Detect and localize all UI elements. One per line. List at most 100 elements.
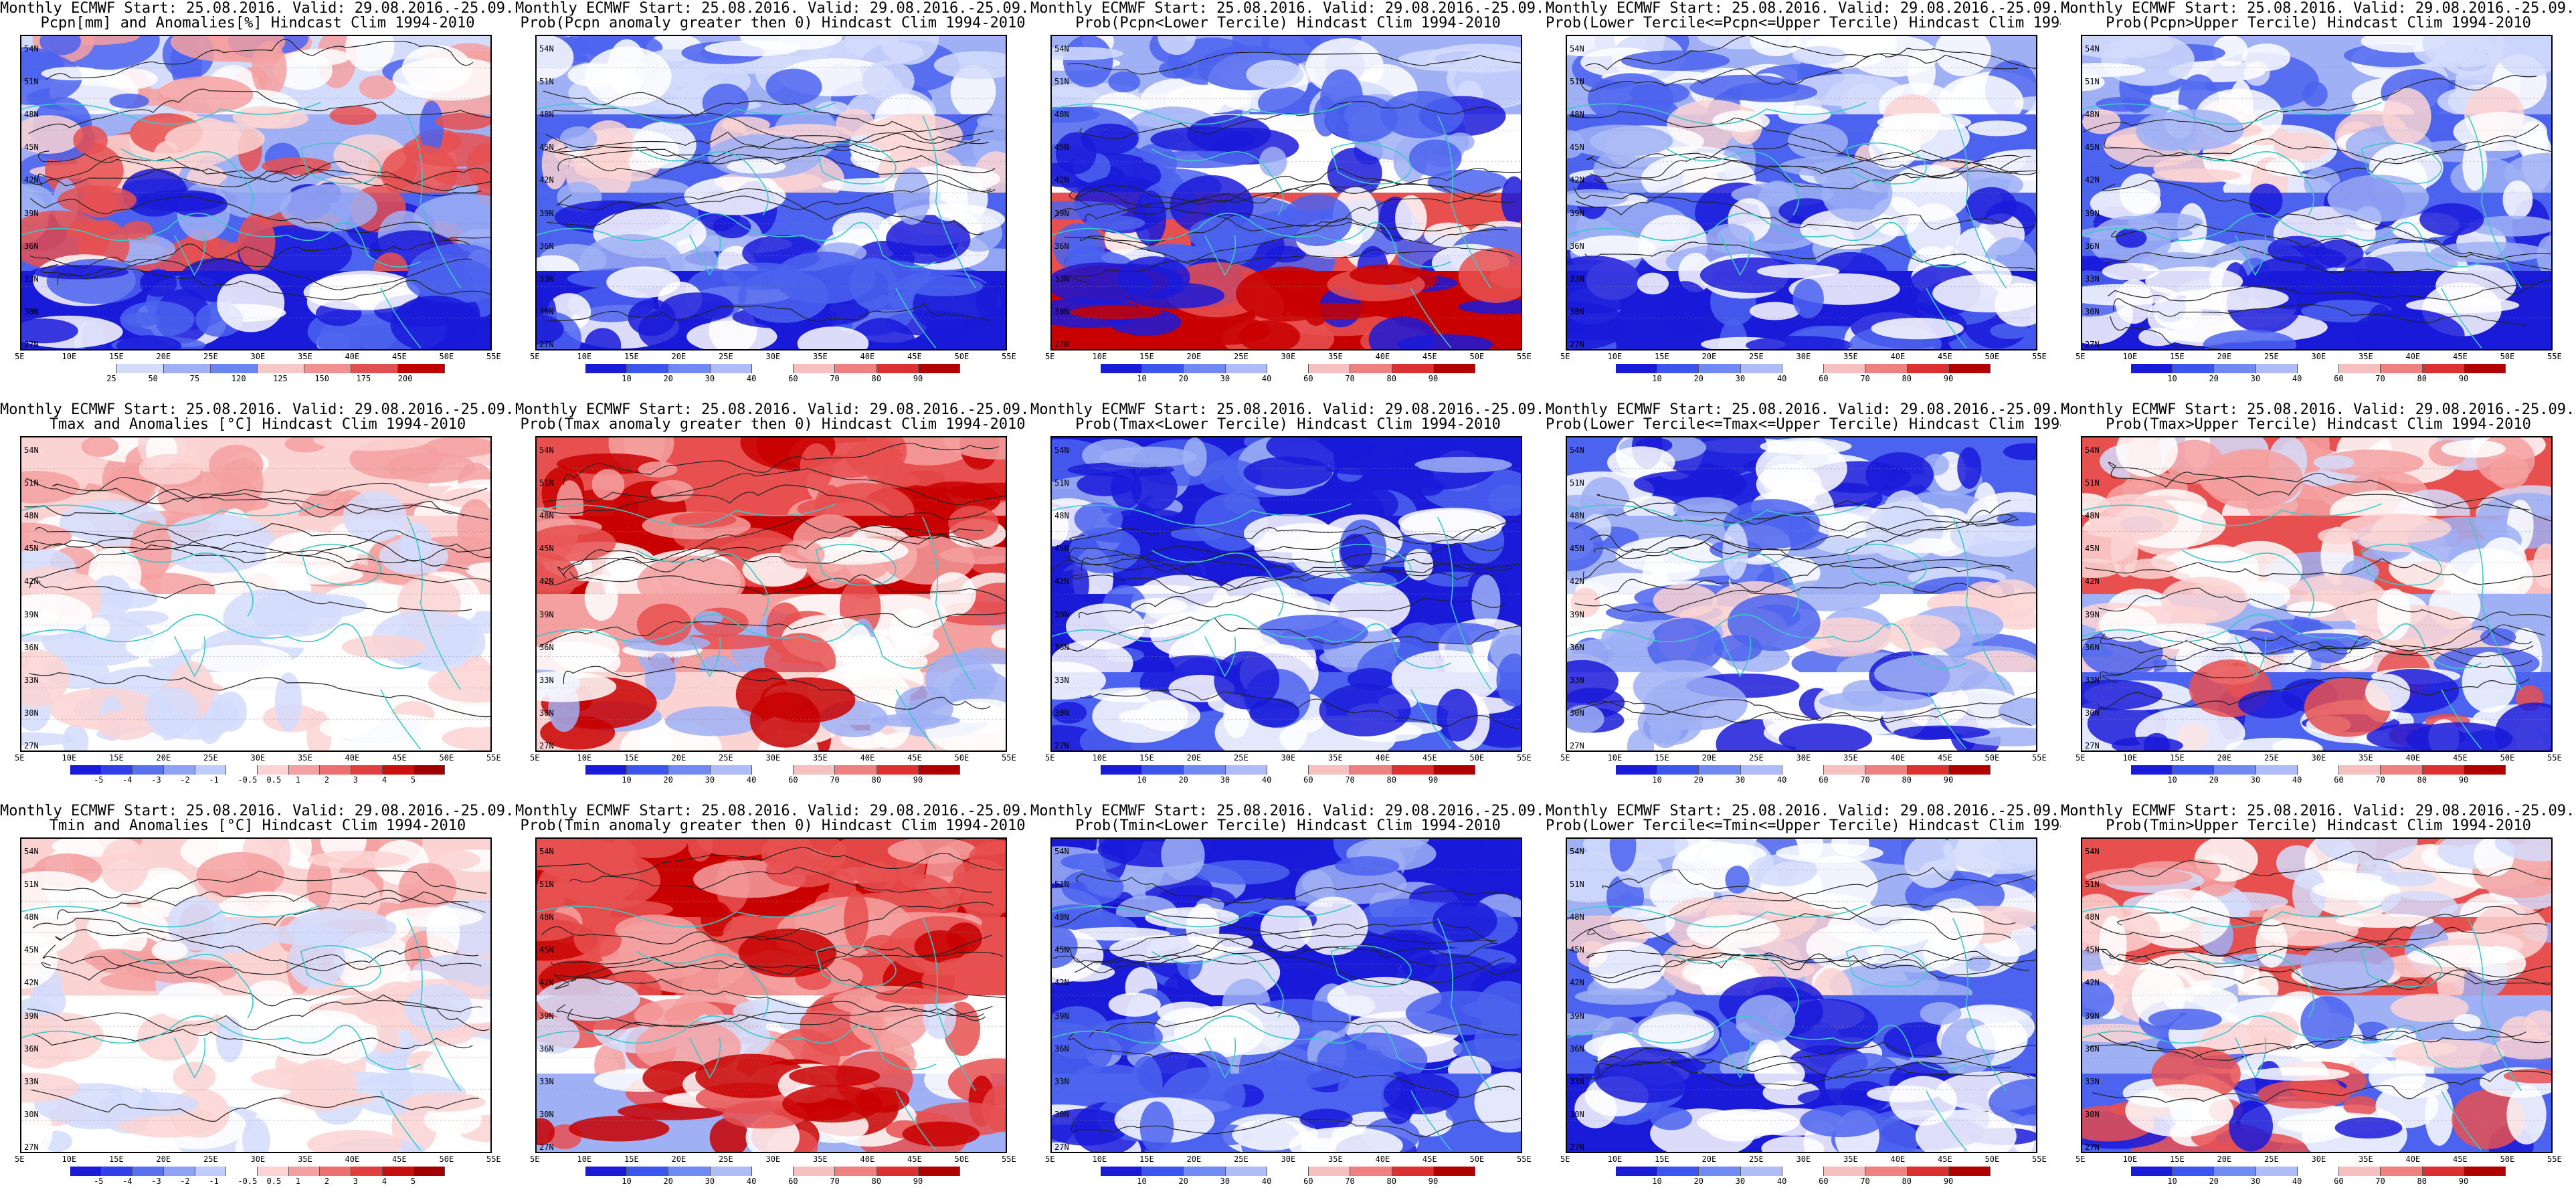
colorbar-tick-label: 70 — [2375, 374, 2385, 383]
latitude-tick-label: 45N — [1054, 945, 1069, 955]
coastline — [1952, 115, 2007, 289]
coastline — [1330, 944, 1412, 987]
field-blob — [660, 292, 734, 323]
contour-line — [2088, 1031, 2526, 1059]
longitude-tick-label: 15E — [2170, 352, 2185, 361]
longitude-tick-label: 35E — [298, 1155, 312, 1164]
field-blob — [286, 839, 312, 867]
contour-line — [1574, 502, 2014, 537]
latitude-tick-label: 33N — [24, 675, 39, 685]
colorbar-swatch — [1699, 1167, 1741, 1176]
field-blob — [2213, 36, 2248, 67]
colorbar-tick-label: 60 — [2334, 374, 2344, 383]
field-blob — [2462, 651, 2516, 713]
field-blob — [1887, 165, 1970, 222]
forecast-map-panel: Monthly ECMWF Start: 25.08.2016. Valid: … — [0, 0, 515, 401]
longitude-tick-label: 15E — [624, 753, 639, 763]
colorbar-swatch — [1309, 364, 1351, 373]
coastline — [537, 503, 836, 526]
colorbar-swatch — [2173, 364, 2215, 373]
field-blob — [31, 264, 129, 280]
longitude-tick-label: 20E — [671, 1155, 686, 1164]
latitude-tick-label: 33N — [24, 274, 39, 284]
colorbar-swatch — [164, 765, 195, 775]
field-blob — [2203, 330, 2297, 349]
longitude-tick-label: 25E — [719, 1155, 733, 1164]
latitude-tick-label: 42N — [1570, 978, 1584, 988]
colorbar-swatch — [398, 364, 445, 373]
field-blob — [2489, 454, 2529, 490]
field-blob — [1745, 336, 1853, 349]
longitude-tick-label: 50E — [1985, 753, 2000, 763]
field-blob — [21, 649, 70, 708]
colorbar-swatch — [877, 1167, 919, 1176]
field-blob — [2502, 180, 2533, 219]
contour-line — [1067, 52, 1521, 75]
colorbar-tick-label: 70 — [830, 775, 840, 785]
contour-line — [2102, 180, 2551, 260]
coastline — [895, 288, 937, 348]
contour-line — [2108, 462, 2530, 510]
latitude-tick-label: 42N — [539, 978, 554, 988]
field-blob — [1727, 594, 1821, 651]
longitude-tick-label: 15E — [624, 352, 639, 361]
field-blob — [2274, 633, 2373, 651]
coastline — [1567, 503, 1867, 526]
field-blob — [2115, 279, 2153, 324]
coastline — [636, 148, 769, 216]
field-blob — [1623, 496, 1678, 522]
panel-title-line1: Monthly ECMWF Start: 25.08.2016. Valid: … — [2061, 401, 2576, 418]
field-blob — [1391, 649, 1501, 706]
contour-line — [542, 468, 1006, 514]
colorbar-swatch — [1350, 765, 1392, 775]
contour-line — [556, 1004, 993, 1028]
colorbar-tick-label: 70 — [2375, 1177, 2385, 1186]
contour-line — [37, 150, 490, 191]
contour-line — [1569, 950, 2029, 979]
field-blob — [2495, 36, 2551, 78]
longitude-tick-label: 45E — [1938, 753, 1952, 763]
colorbar-tick-label: -1 — [209, 775, 219, 785]
colorbar-swatch — [710, 765, 752, 775]
coastline — [688, 636, 721, 678]
latitude-tick-label: 39N — [2085, 609, 2100, 619]
longitude-tick-label: 25E — [203, 753, 218, 763]
latitude-tick-label: 33N — [539, 1076, 554, 1086]
longitude-tick-label: 10E — [2122, 352, 2138, 361]
colorbar-swatch — [1740, 1167, 1782, 1176]
colorbar-swatch — [1267, 765, 1309, 775]
contour-line — [2112, 298, 2527, 326]
latitude-tick-label: 36N — [539, 241, 554, 251]
colorbar-tick-label: 20 — [1178, 775, 1188, 785]
field-blob — [1609, 839, 1637, 872]
field-blob — [2268, 235, 2326, 264]
field-blob — [2082, 524, 2135, 565]
longitude-tick-label: 50E — [2500, 753, 2515, 763]
colorbar-tick-label: 20 — [2209, 374, 2219, 383]
field-blob — [265, 924, 348, 946]
latitude-tick-label: 51N — [24, 880, 39, 890]
latitude-tick-label: 39N — [2085, 1011, 2100, 1021]
field-blob — [1214, 651, 1280, 710]
field-blob — [1415, 623, 1501, 643]
colorbar-tick-label: 1 — [295, 1177, 300, 1186]
colorbar-swatch — [1824, 1167, 1866, 1176]
field-blob — [265, 531, 358, 578]
field-blob — [2142, 109, 2244, 150]
colorbar-swatch — [101, 1167, 133, 1176]
colorbar-tick-label: 4 — [381, 775, 387, 785]
coastline — [688, 235, 721, 276]
colorbar-swatch — [1350, 364, 1392, 373]
field-blob — [1574, 988, 1667, 1005]
colorbar-swatch — [1948, 364, 1991, 373]
contour-line — [569, 866, 992, 893]
field-blob — [21, 470, 80, 504]
coastline — [1151, 549, 1284, 617]
coastline — [21, 102, 321, 125]
panel-title-line1: Monthly ECMWF Start: 25.08.2016. Valid: … — [0, 803, 515, 819]
contour-line — [545, 131, 980, 152]
colorbar-tick-label: 90 — [1943, 374, 1954, 383]
colorbar-tick-label: 20 — [663, 775, 673, 785]
longitude-tick-label: 10E — [1607, 1155, 1623, 1164]
panel-title-line2: Prob(Pcpn<Lower Tercile) Hindcast Clim 1… — [1075, 15, 1501, 31]
